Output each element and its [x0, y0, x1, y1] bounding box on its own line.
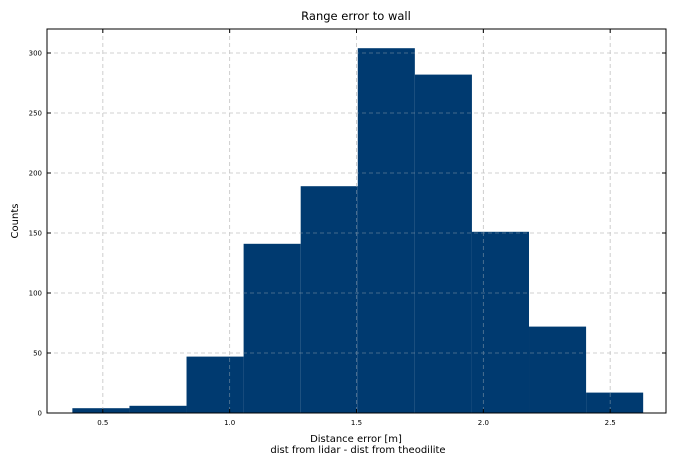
histogram-bar [72, 408, 130, 413]
y-tick-label: 50 [33, 350, 42, 358]
y-tick-label: 200 [29, 170, 42, 178]
histogram-bar [186, 356, 244, 413]
histogram-bar [529, 326, 587, 413]
histogram-bar [243, 243, 301, 413]
y-axis-label: Counts [10, 204, 21, 239]
histogram-bar [414, 74, 472, 413]
chart-title: Range error to wall [301, 9, 411, 23]
x-tick-label: 2.0 [478, 419, 489, 427]
histogram-bar [129, 405, 187, 413]
bars [47, 29, 666, 414]
histogram-bar [357, 48, 415, 413]
y-tick-label: 150 [29, 230, 42, 238]
y-tick-label: 0 [38, 410, 42, 418]
x-tick-label: 1.5 [351, 419, 362, 427]
y-tick-label: 100 [29, 290, 42, 298]
ticks: 0.5 1.0 1.5 2.0 2.5 0 50 100 150 200 250 300 [29, 29, 666, 427]
x-tick-label: 0.5 [97, 419, 108, 427]
x-axis-label: Distance error [m] [310, 434, 402, 445]
x-axis-sublabel: dist from lidar - dist from theodilite [270, 445, 445, 456]
x-tick-label: 2.5 [605, 419, 616, 427]
y-tick-label: 300 [29, 50, 42, 58]
x-tick-label: 1.0 [224, 419, 235, 427]
histogram-bar [471, 231, 530, 413]
histogram-bar [300, 186, 358, 413]
y-tick-label: 250 [29, 110, 42, 118]
histogram-bar [586, 392, 644, 413]
